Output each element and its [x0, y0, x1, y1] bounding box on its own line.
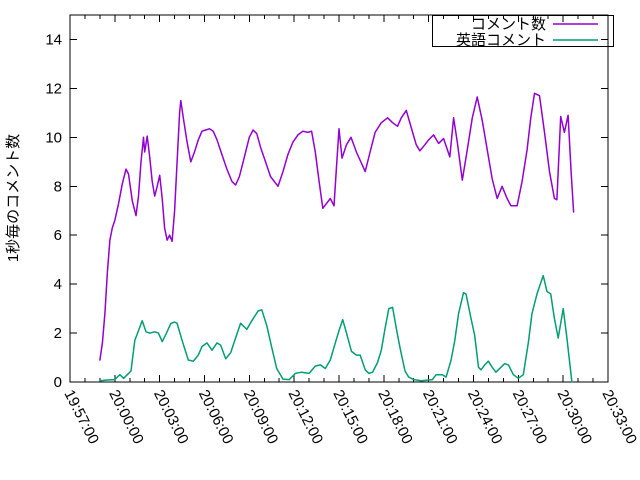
x-tick-label: 20:30:00 — [554, 387, 596, 447]
legend-box — [432, 15, 614, 47]
y-tick-label: 4 — [54, 276, 62, 293]
x-tick-label: 20:15:00 — [329, 387, 371, 447]
series-line-0 — [99, 92, 575, 361]
x-tick-label: 20:00:00 — [105, 387, 147, 447]
x-tick-label: 20:21:00 — [419, 387, 461, 447]
x-tick-label: 20:09:00 — [240, 387, 282, 447]
y-tick-label: 6 — [54, 227, 62, 244]
series-line-1 — [99, 274, 573, 383]
y-axis-label: 1秒毎のコメント数 — [5, 134, 22, 262]
legend-label: 英語コメント — [456, 31, 546, 49]
x-tick-label: 20:18:00 — [374, 387, 416, 447]
y-tick-label: 10 — [45, 129, 62, 146]
x-tick-label: 20:03:00 — [150, 387, 192, 447]
x-tick-label: 20:27:00 — [509, 387, 551, 447]
y-tick-label: 2 — [54, 325, 62, 342]
legend-label: コメント数 — [471, 16, 546, 33]
x-tick-label: 20:33:00 — [598, 387, 640, 447]
y-tick-label: 14 — [45, 31, 62, 48]
x-tick-label: 20:12:00 — [285, 387, 327, 447]
x-tick-label: 20:24:00 — [464, 387, 506, 447]
x-tick-label: 19:57:00 — [60, 387, 102, 447]
y-tick-label: 12 — [45, 80, 62, 97]
plot-border — [69, 14, 609, 383]
y-tick-label: 0 — [54, 374, 62, 391]
y-tick-label: 8 — [54, 178, 62, 195]
x-tick-label: 20:06:00 — [195, 387, 237, 447]
